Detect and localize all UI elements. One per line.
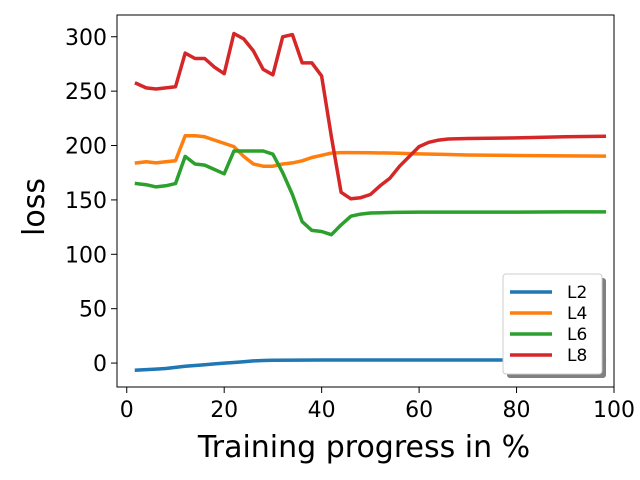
y-axis: 0 50 100 150 200 250 300	[65, 26, 117, 377]
y-axis-label: loss	[17, 178, 52, 236]
y-tick-label: 200	[65, 135, 107, 160]
legend-label-l6: L6	[567, 325, 587, 345]
series-line-l4	[134, 133, 607, 168]
y-tick-label: 100	[65, 243, 107, 268]
x-tick-label: 0	[120, 398, 134, 423]
series-line-l2	[134, 358, 607, 372]
x-axis: 0 20 40 60 80 100	[120, 387, 635, 423]
legend-label-l8: L8	[567, 346, 587, 366]
x-tick-label: 60	[405, 398, 433, 423]
legend-label-l2: L2	[567, 283, 587, 303]
legend-label-l4: L4	[567, 304, 587, 324]
series-lines	[134, 31, 607, 372]
y-tick-label: 150	[65, 189, 107, 214]
series-line-l8	[134, 31, 607, 201]
y-tick-label: 0	[93, 352, 107, 377]
y-tick-label: 250	[65, 80, 107, 105]
x-tick-label: 20	[210, 398, 238, 423]
legend-box	[502, 273, 603, 375]
plot-area	[116, 14, 615, 388]
plot-border	[116, 14, 615, 388]
x-tick-label: 100	[593, 398, 635, 423]
series-line-l6	[134, 149, 607, 237]
y-tick-label: 50	[79, 298, 107, 323]
x-axis-label: Training progress in %	[197, 430, 530, 465]
x-tick-label: 40	[308, 398, 336, 423]
x-tick-label: 80	[503, 398, 531, 423]
y-tick-label: 300	[65, 26, 107, 51]
